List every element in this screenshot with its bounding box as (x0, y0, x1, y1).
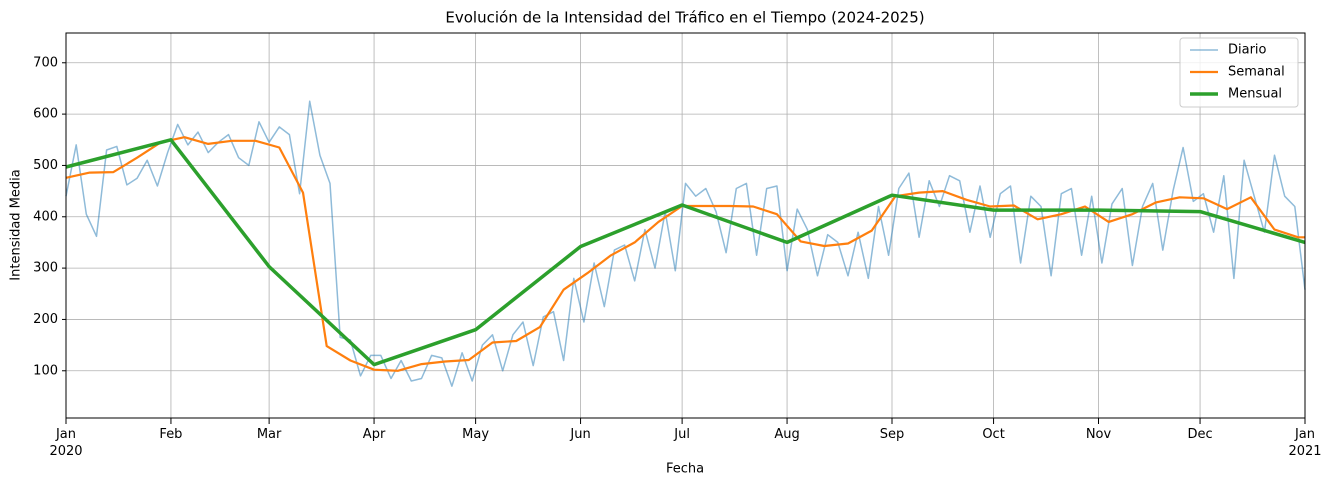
plot-frame (65, 32, 1306, 419)
y-tick-label: 100 (33, 363, 58, 378)
y-tick-label: 600 (33, 107, 58, 122)
legend-label: Semanal (1228, 65, 1285, 80)
series-line (65, 100, 1306, 387)
x-tick-label: Apr (363, 427, 386, 442)
x-tick-label: May (462, 427, 489, 442)
x-tick-label: Jul (673, 427, 690, 442)
y-tick-label: 400 (33, 209, 58, 224)
legend: Diario Semanal Mensual (1179, 37, 1299, 108)
y-tick-label: 200 (33, 312, 58, 327)
series-line (65, 136, 1305, 372)
chart-title: Evolución de la Intensidad del Tráfico e… (445, 9, 924, 27)
x-tick-label: Sep (880, 427, 905, 442)
y-tick-label: 500 (33, 158, 58, 173)
legend-box (1179, 37, 1299, 108)
x-tick-label: Oct (982, 427, 1004, 442)
x-tick-label: Jan 2020 (49, 427, 82, 459)
x-tick-label: Aug (774, 427, 799, 442)
y-axis-label: Intensidad Media (9, 169, 24, 280)
x-axis-label: Fecha (666, 462, 704, 477)
x-tick-label: Jun (569, 427, 590, 442)
x-tick-label: Dec (1187, 427, 1212, 442)
y-tick-label: 700 (33, 55, 58, 70)
x-tick-label: Nov (1086, 427, 1112, 442)
legend-label: Mensual (1228, 87, 1282, 102)
series-line (65, 138, 1306, 367)
x-tick-label: Jan 2021 (1288, 427, 1321, 459)
y-tick-label: 300 (33, 261, 58, 276)
x-tick-label: Feb (159, 427, 182, 442)
x-tick-label: Mar (257, 427, 282, 442)
legend-label: Diario (1228, 43, 1267, 58)
